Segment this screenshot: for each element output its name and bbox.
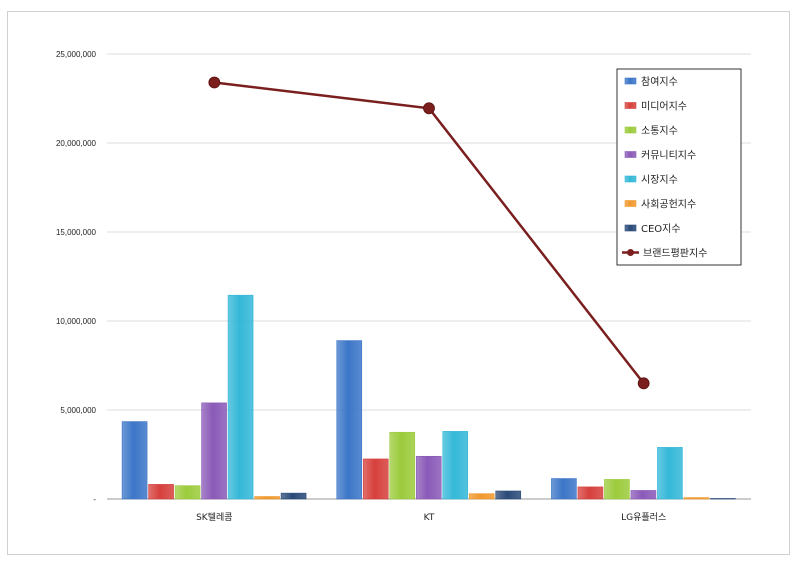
legend-swatch — [624, 224, 637, 232]
legend-label: 사회공헌지수 — [641, 199, 696, 211]
bar — [174, 485, 201, 500]
bar — [121, 421, 148, 500]
bar — [468, 493, 495, 500]
legend-label: 참여지수 — [641, 76, 678, 88]
y-tick-label: 25,000,000 — [56, 50, 97, 59]
y-tick-label: 15,000,000 — [56, 228, 97, 237]
line-point — [208, 76, 221, 89]
bar — [657, 447, 683, 500]
legend-box — [616, 68, 742, 266]
bar — [630, 490, 657, 500]
legend-label: CEO지수 — [641, 223, 681, 235]
bar — [683, 497, 710, 500]
bar — [362, 458, 389, 500]
y-tick-label: 10,000,000 — [56, 317, 97, 326]
line-path — [214, 81, 645, 385]
legend-label: 시장지수 — [641, 174, 678, 186]
x-category-label: LG유플러스 — [621, 512, 666, 523]
bar — [415, 455, 442, 500]
legend-swatch — [624, 200, 637, 207]
line-point — [423, 102, 435, 115]
bar — [495, 490, 522, 500]
bar — [148, 484, 174, 500]
legend-swatch — [624, 77, 637, 85]
bar — [280, 492, 307, 500]
bar — [201, 402, 227, 500]
legend-swatch — [624, 175, 637, 183]
bar — [551, 478, 577, 500]
legend-swatch — [624, 151, 637, 158]
y-axis-ticks: - 5,000,000 10,000,000 15,000,000 20,000,000… — [56, 50, 97, 504]
legend-label: 브랜드평판지수 — [643, 248, 707, 260]
bar — [227, 294, 254, 500]
bar — [710, 498, 736, 500]
brand-reputation-line — [208, 76, 650, 390]
legend-swatch — [624, 126, 637, 134]
legend-label: 소통지수 — [641, 125, 678, 137]
y-tick-label: 5,000,000 — [60, 406, 96, 415]
bars — [121, 294, 736, 500]
bar — [254, 496, 280, 500]
legend-label: 미디어지수 — [641, 101, 687, 113]
x-category-label: SK텔레콤 — [196, 511, 232, 523]
line-point — [637, 377, 650, 390]
y-tick-label: 20,000,000 — [56, 139, 97, 148]
bar — [604, 479, 630, 500]
x-category-label: KT — [424, 513, 435, 523]
x-axis-categories: SK텔레콤 KT LG유플러스 — [196, 511, 666, 523]
legend-label: 커뮤니티지수 — [641, 150, 696, 162]
bar — [336, 340, 363, 500]
bar — [577, 486, 604, 500]
legend-marker — [627, 249, 634, 256]
y-tick-label: - — [93, 495, 96, 504]
bar — [389, 431, 416, 500]
legend-swatch — [624, 102, 637, 109]
bar — [442, 431, 469, 500]
